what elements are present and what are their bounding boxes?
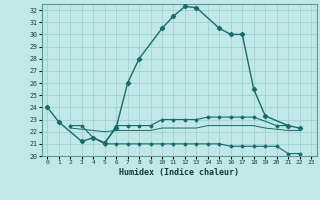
- X-axis label: Humidex (Indice chaleur): Humidex (Indice chaleur): [119, 168, 239, 177]
